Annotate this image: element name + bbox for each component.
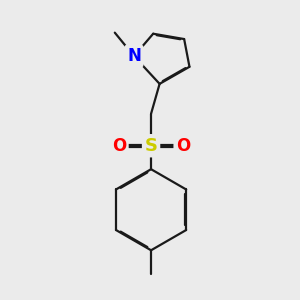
Text: S: S (145, 137, 158, 155)
Text: O: O (112, 137, 126, 155)
Text: N: N (127, 47, 141, 65)
Text: O: O (176, 137, 190, 155)
